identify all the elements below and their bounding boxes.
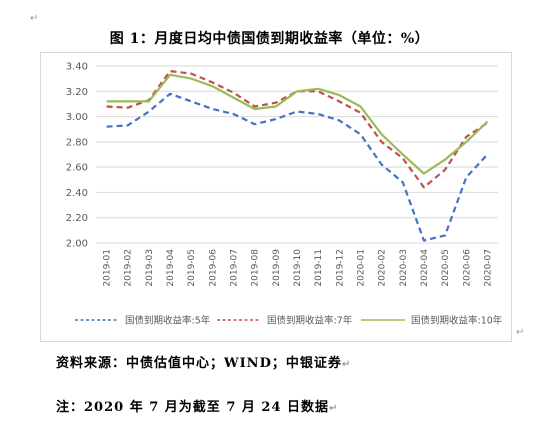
x-tick-label: 2020-06 bbox=[462, 249, 472, 287]
source-note: 资料来源：中债估值中心；WIND；中银证券↵ bbox=[56, 356, 352, 371]
x-tick-label: 2020-02 bbox=[378, 249, 388, 287]
y-tick-label: 3.20 bbox=[66, 87, 88, 98]
legend-label: 国债到期收益率:10年 bbox=[411, 315, 503, 327]
legend-label: 国债到期收益率:7年 bbox=[267, 315, 353, 327]
x-tick-label: 2019-10 bbox=[293, 249, 303, 287]
y-tick-label: 3.00 bbox=[66, 112, 88, 123]
y-tick-label: 2.40 bbox=[66, 188, 88, 199]
series-line-2 bbox=[106, 70, 489, 189]
paragraph-mark-chart: ↵ bbox=[516, 327, 525, 338]
x-tick-label: 2020-01 bbox=[356, 249, 366, 287]
x-tick-label: 2020-07 bbox=[483, 249, 493, 287]
paragraph-mark-top: ↵ bbox=[30, 13, 39, 24]
paragraph-mark-note: ↵ bbox=[329, 403, 339, 414]
y-tick-label: 3.40 bbox=[66, 62, 88, 73]
x-tick-label: 2020-03 bbox=[399, 249, 409, 287]
line-chart: 2.00 2.20 2.40 2.60 2.80 3.00 3.20 3.40 2019-01 2… bbox=[66, 62, 503, 327]
x-tick-label: 2019-02 bbox=[124, 249, 134, 287]
x-tick-label: 2019-07 bbox=[230, 249, 240, 287]
x-tick-label: 2019-03 bbox=[145, 249, 155, 287]
y-tick-label: 2.20 bbox=[66, 213, 88, 224]
legend-label: 国债到期收益率:5年 bbox=[125, 315, 211, 327]
x-tick-label: 2019-01 bbox=[103, 249, 113, 287]
x-tick-label: 2020-04 bbox=[420, 249, 430, 287]
x-tick-label: 2020-05 bbox=[441, 249, 451, 287]
y-tick-label: 2.60 bbox=[66, 163, 88, 174]
x-tick-label: 2019-05 bbox=[187, 249, 197, 287]
x-tick-label: 2019-09 bbox=[272, 249, 282, 287]
y-tick-label: 2.00 bbox=[66, 239, 88, 250]
series-line-3 bbox=[106, 73, 489, 175]
y-tick-label: 2.80 bbox=[66, 137, 88, 148]
x-tick-label: 2019-04 bbox=[166, 249, 176, 287]
x-tick-label: 2019-06 bbox=[208, 249, 218, 287]
x-tick-label: 2019-12 bbox=[335, 249, 345, 287]
chart-frame: 2.00 2.20 2.40 2.60 2.80 3.00 3.20 3.40 2019-01 2… bbox=[40, 52, 512, 342]
chart-title: 图 1：月度日均中债国债到期收益率（单位：%） bbox=[109, 31, 430, 47]
paragraph-mark-source: ↵ bbox=[341, 359, 352, 370]
series-line-1 bbox=[106, 92, 489, 242]
x-tick-label: 2019-08 bbox=[251, 249, 261, 287]
data-note: 注：2020 年 7 月为截至 7 月 24 日数据↵ bbox=[56, 400, 339, 415]
x-tick-label: 2019-11 bbox=[314, 249, 324, 287]
